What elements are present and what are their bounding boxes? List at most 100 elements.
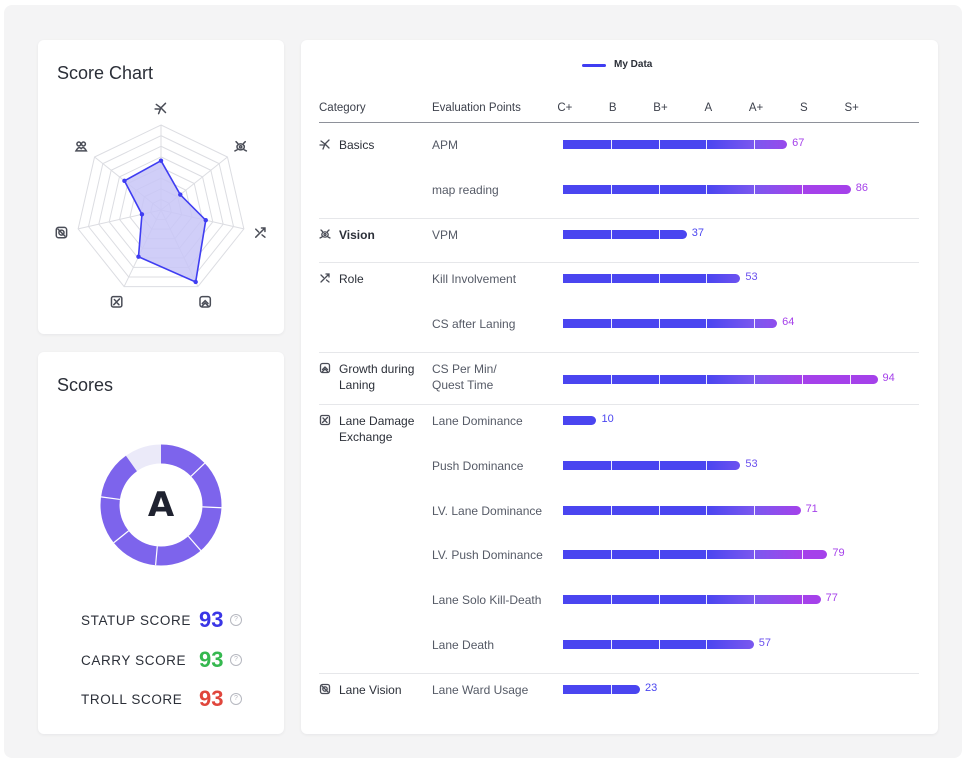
lane-vision-icon	[55, 226, 68, 239]
group-divider	[319, 672, 919, 674]
ring-segment-divider	[100, 496, 120, 501]
ring-segment-divider	[113, 530, 129, 544]
grade-header: A+	[748, 102, 764, 114]
grade-letter: A	[147, 485, 175, 525]
dashboard-frame: Score Chart Scores A STATUP SCORE 93 ? C…	[4, 5, 962, 758]
grade-header: C+	[557, 102, 573, 114]
help-icon[interactable]: ?	[230, 614, 242, 626]
radar-point-basics	[158, 158, 164, 163]
bar-grade-tick	[658, 274, 660, 284]
score-value-label: 37	[691, 226, 705, 239]
radar-point-team	[122, 178, 127, 184]
score-bar	[563, 229, 687, 239]
bar-grade-tick	[610, 550, 612, 560]
category-label: Basics	[339, 138, 375, 152]
score-bar	[563, 640, 754, 649]
score-bar	[563, 550, 828, 560]
bar-grade-tick	[849, 375, 851, 384]
growth-icon	[199, 295, 212, 308]
legend-swatch	[582, 64, 606, 67]
score-value-label: 53	[745, 271, 758, 284]
evaluation-point-label: Push Dominance	[432, 458, 524, 473]
bar-grade-tick	[706, 184, 708, 194]
bar-grade-tick	[802, 550, 803, 560]
score-bar	[563, 140, 788, 149]
bar-grade-tick	[658, 505, 660, 515]
bar-grade-tick	[658, 550, 660, 560]
basics-icon	[319, 139, 330, 150]
lane-damage-icon	[110, 295, 123, 308]
category-label: Role	[339, 272, 364, 287]
bar-grade-tick	[706, 460, 708, 470]
score-bar	[563, 319, 778, 329]
score-bar	[563, 595, 821, 605]
ring-progress	[100, 444, 222, 566]
evaluation-point-label: LV. Push Dominance	[432, 548, 543, 563]
lane-vision-icon	[319, 683, 331, 694]
scores-title: Scores	[57, 375, 114, 395]
evaluation-point-label: CS after Laning	[432, 317, 516, 332]
help-icon[interactable]: ?	[230, 654, 242, 666]
bar-grade-tick	[706, 140, 708, 149]
bar-grade-tick	[706, 640, 708, 649]
troll-score-label: TROLL SCORE	[81, 692, 183, 707]
basics-icon	[154, 102, 167, 115]
bar-grade-tick	[658, 375, 660, 384]
score-value-label: 64	[782, 316, 795, 329]
score-value-label: 53	[745, 457, 758, 470]
bar-grade-tick	[754, 140, 756, 149]
role-icon	[254, 227, 266, 238]
carry-score-label: CARRY SCORE	[81, 653, 187, 668]
grade-header: S	[800, 102, 808, 114]
bar-grade-tick	[706, 550, 708, 560]
bar-grade-tick	[658, 460, 660, 470]
evaluation-point-label: CS Per Min/ Quest Time	[432, 362, 497, 392]
group-divider	[319, 404, 919, 405]
category-header: Category	[319, 102, 366, 114]
ring-segment-divider	[190, 462, 206, 477]
score-value-label: 57	[758, 637, 771, 649]
group-divider	[319, 352, 919, 353]
ring-segment-divider	[154, 546, 158, 566]
bar-grade-tick	[802, 595, 803, 605]
score-bar	[563, 274, 741, 284]
category-label: Lane Vision	[339, 682, 402, 697]
growth-icon	[319, 362, 331, 374]
bar-grade-tick	[706, 595, 708, 605]
category-label: Lane Damage Exchange	[339, 414, 415, 444]
category-label: Growth during Laning	[339, 362, 415, 392]
bar-grade-tick	[706, 319, 708, 329]
group-divider	[319, 262, 919, 264]
score-value-label: 67	[792, 137, 805, 149]
statup-score-value: 93	[199, 607, 224, 632]
evaluation-point-label: Lane Dominance	[432, 414, 523, 428]
group-divider	[319, 217, 919, 219]
bar-grade-tick	[706, 375, 708, 384]
vision-icon	[234, 140, 248, 152]
radar-point-growth	[193, 279, 198, 285]
help-icon[interactable]: ?	[230, 693, 242, 705]
bar-grade-tick	[610, 184, 612, 194]
ring-segment-divider	[187, 535, 202, 551]
score-value-label: 10	[601, 413, 614, 425]
bar-grade-tick	[754, 595, 756, 605]
bar-grade-tick	[754, 184, 756, 194]
bar-grade-tick	[754, 550, 756, 560]
bar-grade-tick	[802, 375, 803, 384]
radar-chart	[55, 102, 266, 308]
statup-score-label: STATUP SCORE	[81, 613, 191, 628]
score-value-label: 23	[644, 681, 658, 694]
vision-icon	[319, 228, 331, 239]
evaluation-point-label: APM	[432, 138, 459, 152]
grade-header: A	[704, 102, 713, 114]
scores-card: Scores A STATUP SCORE 93 ? CARRY SCORE 9…	[38, 352, 284, 734]
grade-header: S+	[844, 102, 859, 114]
radar-point-vision	[178, 192, 183, 197]
grade-header: B	[608, 102, 617, 114]
score-bar	[563, 375, 878, 384]
score-value-label: 94	[882, 372, 895, 384]
evaluation-points-header: Evaluation Points	[432, 102, 521, 114]
bar-grade-tick	[610, 684, 612, 694]
score-chart-card: Score Chart	[38, 40, 284, 334]
bar-grade-tick	[610, 505, 612, 515]
